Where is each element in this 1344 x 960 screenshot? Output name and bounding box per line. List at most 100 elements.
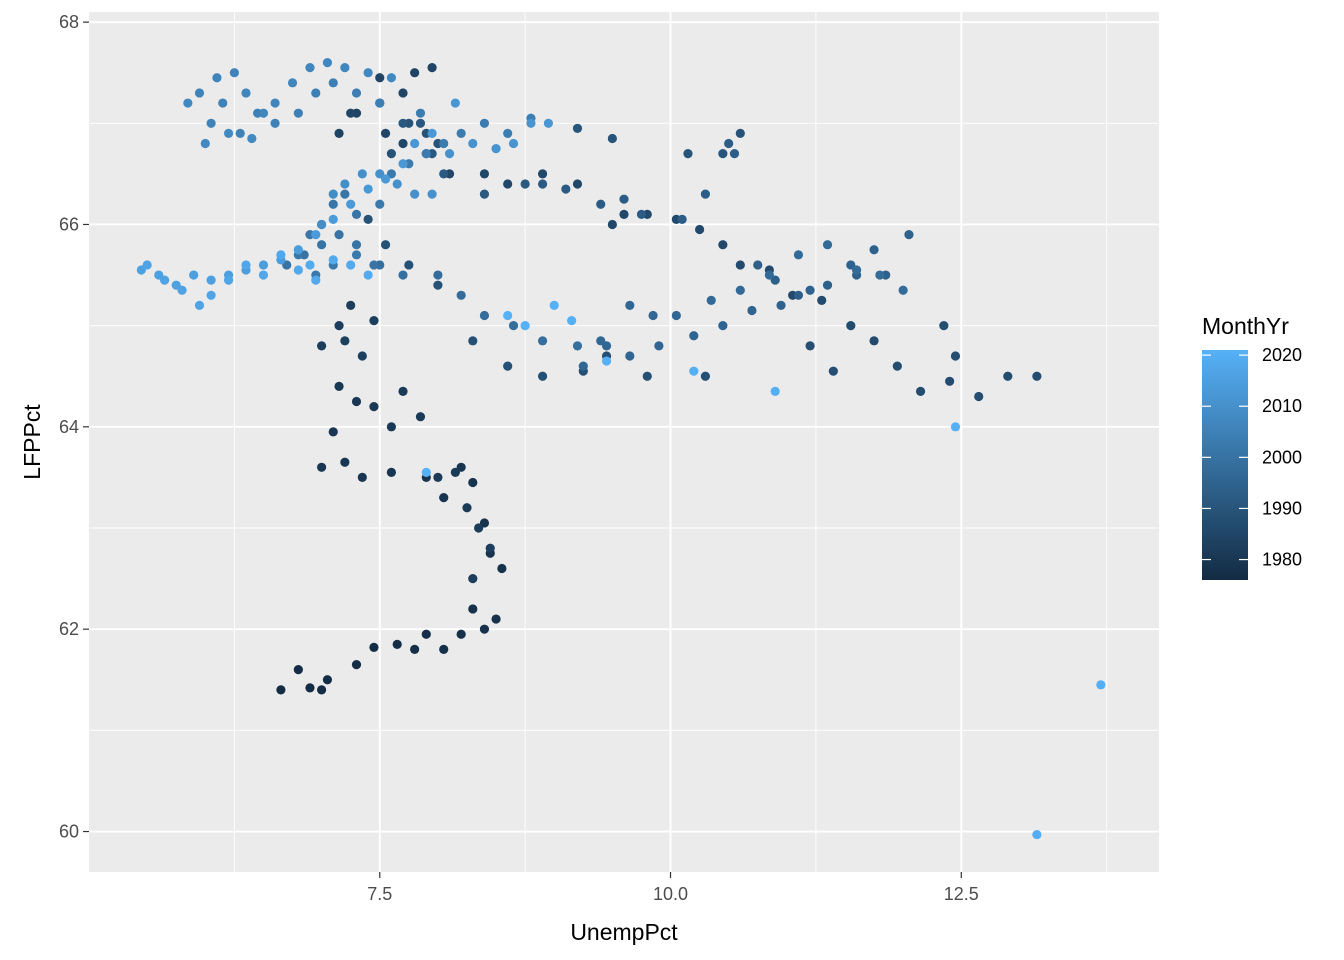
data-point bbox=[625, 351, 635, 361]
data-point bbox=[619, 209, 629, 219]
data-point bbox=[183, 98, 193, 108]
data-point bbox=[415, 412, 426, 422]
data-point bbox=[950, 422, 961, 432]
data-point bbox=[700, 371, 711, 381]
data-point bbox=[421, 467, 431, 477]
data-point bbox=[189, 270, 199, 280]
data-point bbox=[386, 467, 396, 477]
x-tick-label: 7.5 bbox=[367, 884, 392, 904]
data-point bbox=[386, 149, 396, 159]
legend-tick-label: 2000 bbox=[1262, 447, 1302, 467]
data-point bbox=[334, 128, 344, 139]
data-point bbox=[503, 128, 513, 139]
data-point bbox=[491, 143, 501, 154]
data-point bbox=[537, 371, 548, 381]
data-point bbox=[357, 351, 367, 361]
data-point bbox=[380, 128, 391, 139]
data-point bbox=[363, 184, 373, 194]
data-point bbox=[596, 336, 606, 346]
data-point bbox=[491, 614, 501, 624]
data-point bbox=[415, 118, 426, 128]
data-point bbox=[619, 194, 629, 204]
color-legend: MonthYr 1980 1990 2000 2010 2020 bbox=[1202, 313, 1302, 580]
data-point bbox=[375, 73, 385, 83]
data-point bbox=[375, 98, 385, 108]
data-point bbox=[479, 310, 490, 321]
data-point bbox=[357, 472, 367, 483]
data-point bbox=[351, 659, 362, 670]
data-point bbox=[369, 260, 379, 270]
data-point bbox=[694, 224, 705, 235]
data-point bbox=[520, 179, 530, 189]
data-point bbox=[328, 214, 338, 225]
data-point bbox=[1003, 371, 1013, 381]
data-point bbox=[1032, 829, 1042, 840]
data-point bbox=[398, 118, 408, 128]
data-point bbox=[735, 128, 745, 139]
data-point bbox=[351, 396, 362, 407]
data-point bbox=[537, 169, 548, 179]
data-point bbox=[328, 189, 338, 199]
data-point bbox=[950, 351, 961, 361]
data-point bbox=[567, 315, 577, 326]
data-point bbox=[479, 169, 490, 179]
data-point bbox=[439, 169, 449, 179]
data-point bbox=[805, 285, 815, 295]
data-point bbox=[764, 270, 774, 280]
data-point bbox=[793, 250, 804, 260]
data-point bbox=[212, 73, 222, 83]
data-point bbox=[398, 386, 408, 397]
data-point bbox=[311, 229, 321, 240]
data-point bbox=[724, 138, 734, 149]
data-point bbox=[410, 138, 420, 149]
data-point bbox=[718, 240, 728, 250]
data-point bbox=[654, 341, 664, 351]
data-point bbox=[648, 310, 658, 321]
data-point bbox=[537, 336, 548, 346]
data-point bbox=[293, 245, 303, 255]
data-point bbox=[328, 199, 338, 209]
y-tick-label: 68 bbox=[59, 12, 79, 32]
data-point bbox=[410, 644, 420, 655]
data-point bbox=[543, 118, 554, 128]
data-point bbox=[410, 189, 420, 199]
data-point bbox=[677, 214, 687, 225]
data-point bbox=[485, 543, 495, 553]
data-point bbox=[369, 642, 379, 652]
data-point bbox=[601, 356, 612, 366]
data-point bbox=[735, 285, 745, 295]
data-point bbox=[572, 341, 583, 351]
data-point bbox=[625, 300, 635, 311]
data-point bbox=[293, 665, 303, 675]
data-point bbox=[427, 189, 437, 199]
data-point bbox=[875, 270, 885, 280]
data-point bbox=[735, 260, 745, 270]
data-point bbox=[747, 305, 757, 316]
data-point bbox=[346, 260, 356, 270]
data-point bbox=[200, 138, 210, 149]
data-point bbox=[636, 209, 647, 219]
data-point bbox=[276, 685, 286, 695]
data-point bbox=[223, 128, 234, 139]
data-point bbox=[468, 477, 478, 488]
data-point bbox=[462, 503, 472, 513]
data-point bbox=[718, 149, 728, 159]
data-point bbox=[223, 275, 234, 285]
data-point bbox=[689, 366, 699, 376]
y-tick-label: 60 bbox=[59, 822, 79, 842]
legend-tick-label: 2010 bbox=[1262, 396, 1302, 416]
data-point bbox=[718, 321, 728, 331]
data-point bbox=[369, 401, 379, 412]
data-point bbox=[276, 250, 286, 260]
data-point bbox=[311, 275, 321, 285]
data-point bbox=[607, 219, 617, 230]
data-point bbox=[468, 138, 478, 149]
y-tick-label: 66 bbox=[59, 214, 79, 234]
data-point bbox=[479, 118, 490, 128]
data-point bbox=[398, 159, 408, 169]
data-point bbox=[317, 219, 327, 230]
data-point bbox=[450, 98, 460, 108]
legend-tick-label: 1990 bbox=[1262, 498, 1302, 518]
x-tick-label: 10.0 bbox=[653, 884, 688, 904]
data-point bbox=[351, 240, 362, 250]
